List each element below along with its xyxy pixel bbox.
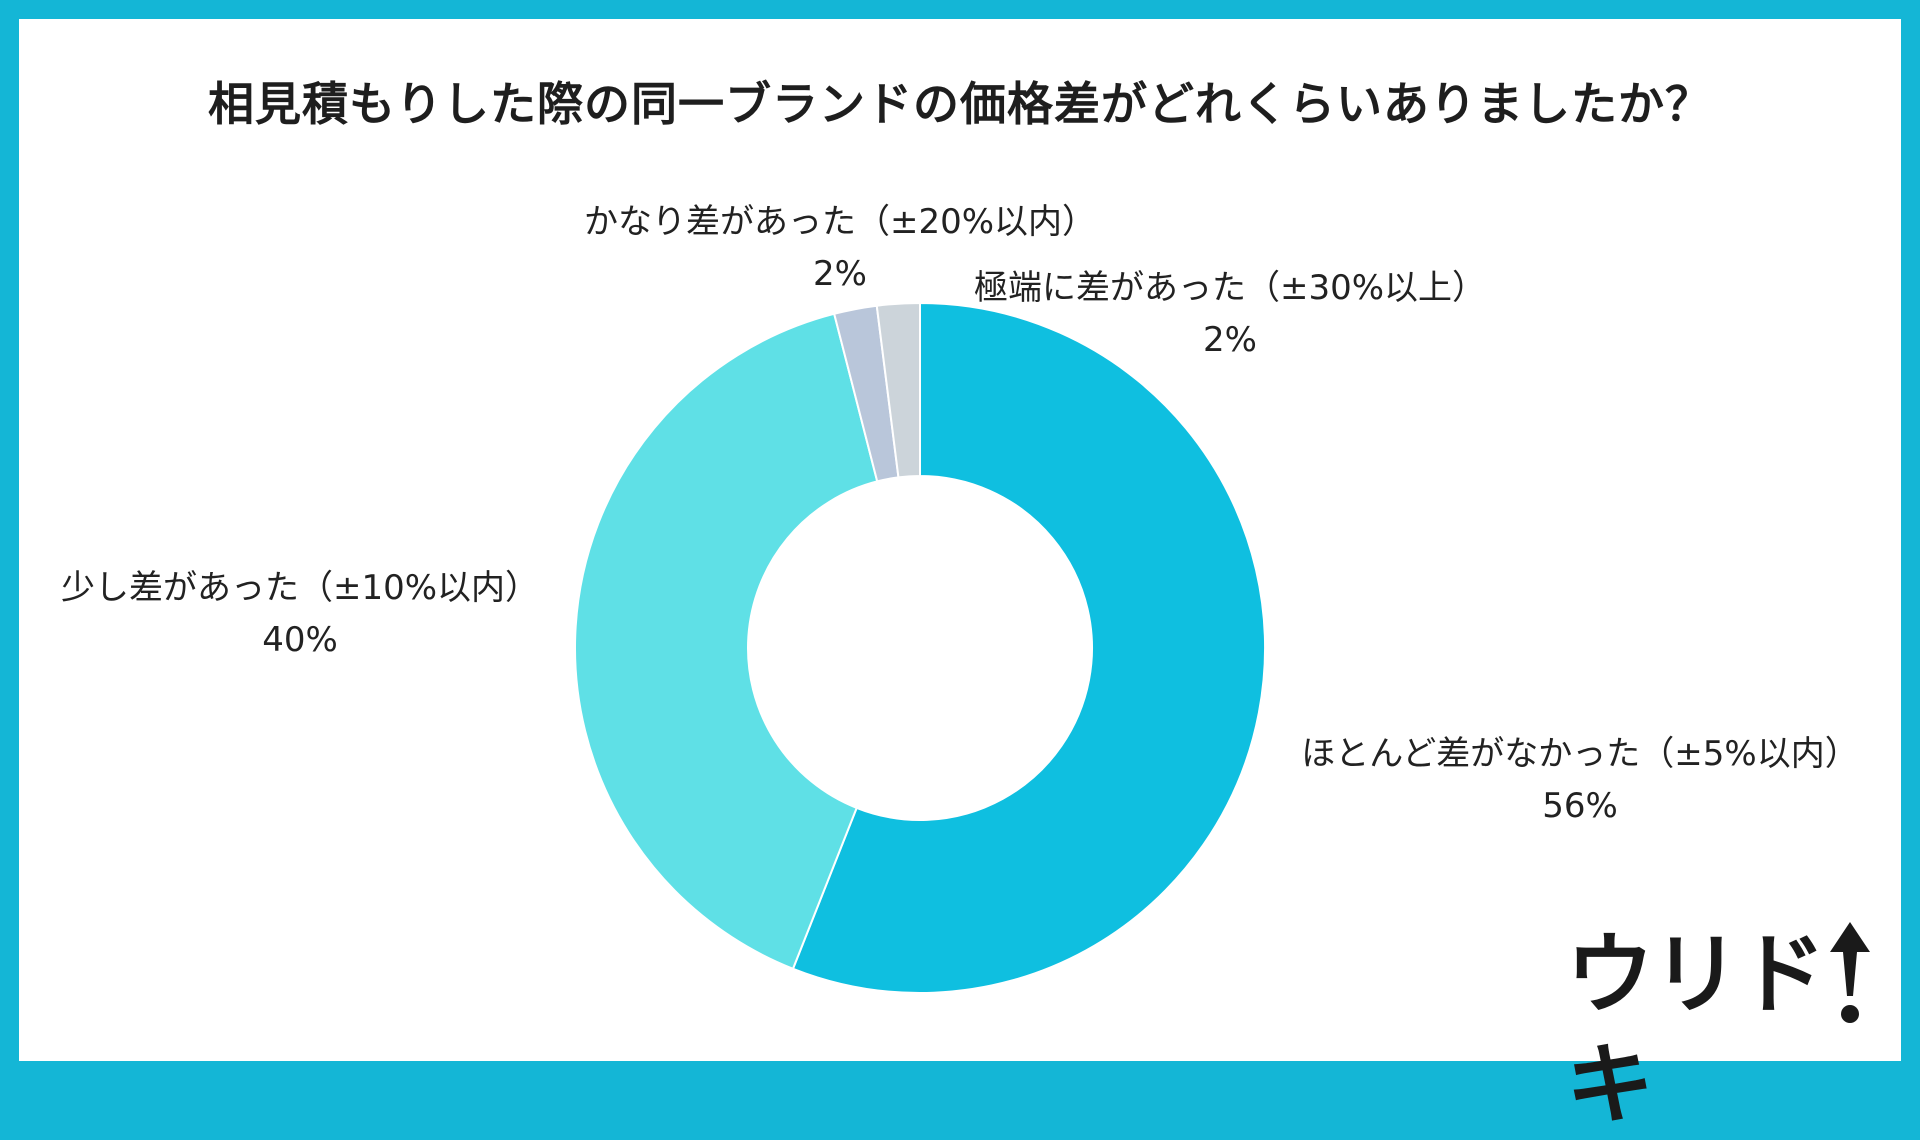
donut-slice-1 [574,312,879,971]
slice-label-kanari-name: かなり差があった（±20%以内） [583,202,1097,242]
slice-label-kanari-value: 2% [813,254,867,294]
donut-slice-3 [875,301,921,479]
slice-label-sukoshi-name: 少し差があった（±10%以内） [60,568,540,608]
up-arrow-icon [1830,922,1870,1023]
slice-label-hotondo-value: 56% [1542,786,1618,826]
slice-label-kyokutan: 極端に差があった（±30%以上） 2% [920,262,1540,366]
slice-label-sukoshi-value: 40% [262,620,338,660]
donut-slice-0 [791,301,1266,994]
slice-label-hotondo: ほとんど差がなかった（±5%以内） 56% [1270,728,1890,832]
slice-label-hotondo-name: ほとんど差がなかった（±5%以内） [1301,734,1859,774]
uridoki-logo: ウリドキ [1566,920,1878,1136]
slice-label-kyokutan-value: 2% [1203,320,1257,360]
chart-title: 相見積もりした際の同一ブランドの価格差がどれくらいありましたか？ [208,77,1712,131]
donut-chart [574,301,1266,994]
slice-label-kyokutan-name: 極端に差があった（±30%以上） [973,268,1487,308]
slice-label-kanari: かなり差があった（±20%以内） 2% [540,196,1140,300]
slice-label-sukoshi: 少し差があった（±10%以内） 40% [30,562,570,666]
